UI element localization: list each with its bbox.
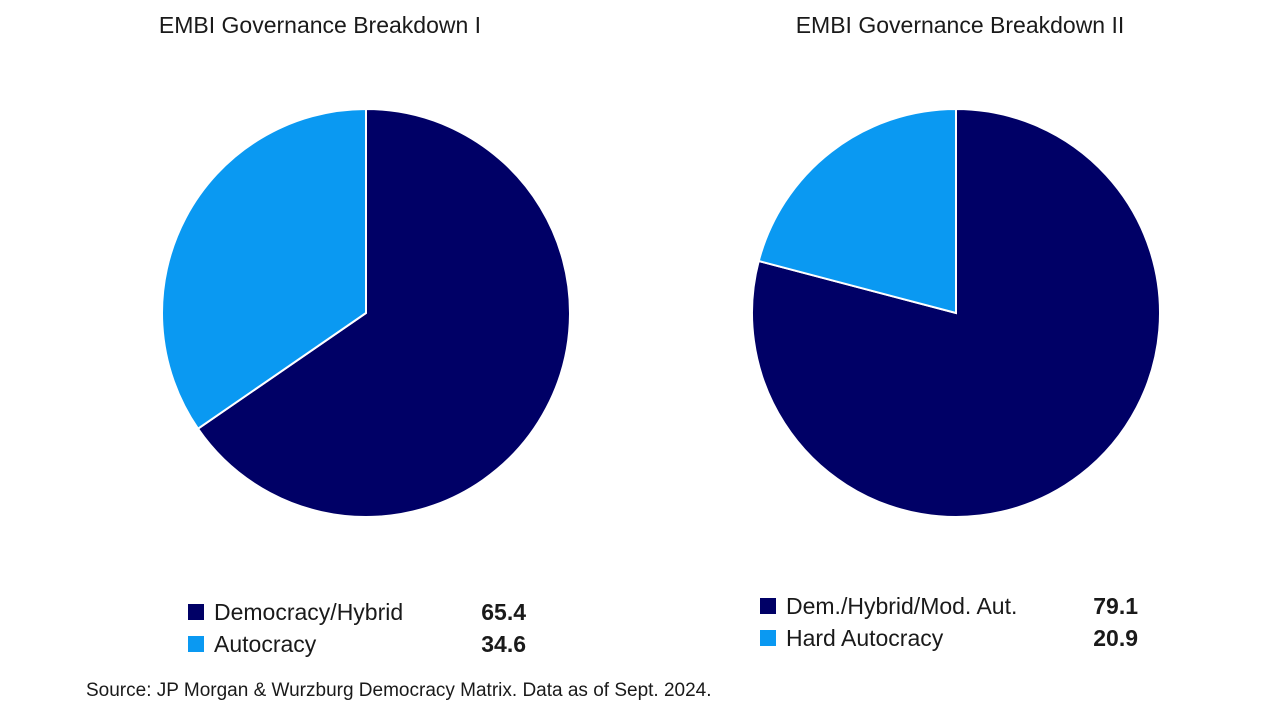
legend-item: Autocracy 34.6	[188, 628, 526, 660]
legend: Democracy/Hybrid 65.4 Autocracy 34.6	[188, 596, 526, 660]
legend-item: Dem./Hybrid/Mod. Aut. 79.1	[760, 590, 1138, 622]
legend-swatch	[760, 630, 776, 646]
legend-label: Hard Autocracy	[786, 624, 944, 651]
legend-label: Autocracy	[214, 630, 317, 657]
pie-slice-democracy-hybrid	[196, 107, 571, 518]
pie-slice-autocracy	[161, 107, 367, 431]
legend-label: Dem./Hybrid/Mod. Aut.	[786, 592, 1018, 619]
legend-swatch	[760, 598, 776, 614]
pie-chart-1: EMBI Governance Breakdown I Democracy/Hy…	[0, 0, 640, 670]
pie-plot-area	[161, 107, 571, 518]
pie-slice-hard-autocracy	[757, 107, 957, 315]
legend-swatch	[188, 604, 204, 620]
legend-item: Hard Autocracy 20.9	[760, 622, 1138, 654]
legend-value: 79.1	[1093, 592, 1138, 619]
legend-value: 34.6	[481, 630, 526, 657]
chart-title: EMBI Governance Breakdown I	[158, 12, 482, 38]
chart-title: EMBI Governance Breakdown II	[795, 12, 1125, 38]
legend-item: Democracy/Hybrid 65.4	[188, 596, 526, 628]
legend-value: 20.9	[1093, 624, 1138, 651]
legend-swatch	[188, 636, 204, 652]
source-note: Source: JP Morgan & Wurzburg Democracy M…	[86, 680, 712, 701]
legend: Dem./Hybrid/Mod. Aut. 79.1 Hard Autocrac…	[760, 590, 1138, 654]
pie-plot-area	[751, 107, 1161, 518]
pie-chart-2: EMBI Governance Breakdown II Dem./Hybrid…	[640, 0, 1280, 670]
legend-label: Democracy/Hybrid	[214, 598, 404, 625]
legend-value: 65.4	[481, 598, 526, 625]
